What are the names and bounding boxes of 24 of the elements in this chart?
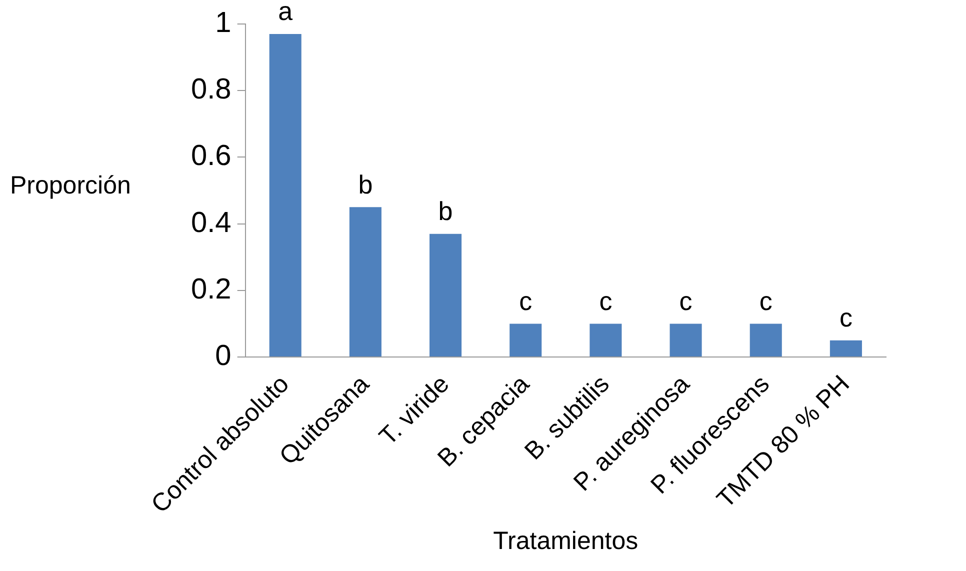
annotation: c [519,286,532,316]
y-tick-label: 0.4 [190,206,232,239]
x-axis-title: Tratamientos [493,526,638,555]
y-tick-label: 0.6 [190,140,232,172]
annotation: b [358,169,373,200]
annotation: c [599,286,612,316]
annotation: c [679,286,692,316]
bar [750,324,782,357]
annotation: c [839,302,852,333]
bar [830,340,862,357]
y-tick-label: 1 [215,7,232,39]
bar [430,234,462,357]
bar [510,324,542,357]
bar [269,34,302,357]
annotation: c [759,286,772,316]
y-tick-label: 0.2 [190,273,232,306]
bar [349,207,382,357]
bar [670,324,702,357]
y-axis-title: Proporción [10,171,131,200]
annotation: a [278,0,294,26]
y-tick-label: 0.8 [190,74,232,106]
bar [590,324,622,357]
y-tick-label: 0 [215,340,232,372]
annotation: b [438,196,453,226]
